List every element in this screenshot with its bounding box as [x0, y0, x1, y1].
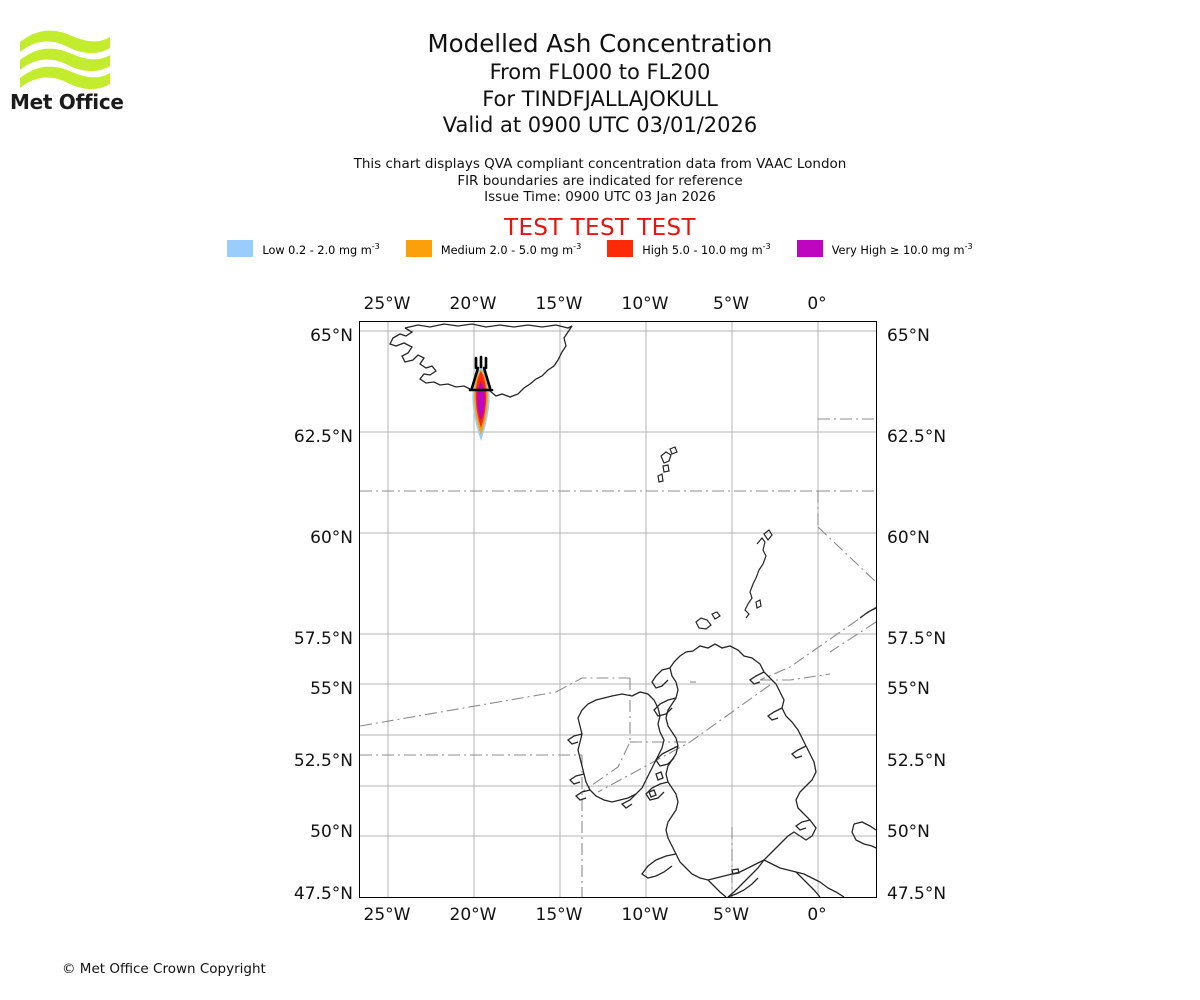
- flight-level-range: From FL000 to FL200: [489, 60, 711, 84]
- ytick-left-7: 47.5°N: [293, 884, 353, 904]
- copyright-notice: © Met Office Crown Copyright: [62, 961, 266, 977]
- ytick-left-6: 50°N: [310, 822, 353, 842]
- legend-swatch-medium: [405, 240, 432, 257]
- met-office-logo: [10, 26, 130, 114]
- map-panel: 25°W 20°W 15°W 10°W 5°W 0° 25°W 20°W 15°…: [294, 294, 946, 925]
- xtick-top-0: 25°W: [363, 294, 411, 314]
- ytick-left-1: 62.5°N: [293, 427, 353, 447]
- valid-time: Valid at 0900 UTC 03/01/2026: [442, 113, 758, 137]
- xtick-bottom-0: 25°W: [363, 905, 411, 925]
- coastline-france: [707, 859, 845, 897]
- ytick-left-5: 52.5°N: [293, 751, 353, 771]
- xtick-top-5: 0°: [807, 294, 827, 314]
- fir-boundaries: [360, 418, 876, 897]
- legend-label-medium: Medium 2.0 - 5.0 mg m-3: [440, 240, 582, 257]
- ytick-left-2: 60°N: [310, 528, 353, 548]
- legend-label-low: Low 0.2 - 2.0 mg m-3: [262, 240, 380, 257]
- issue-time: Issue Time: 0900 UTC 03 Jan 2026: [484, 189, 716, 205]
- title-block: Modelled Ash Concentration From FL000 to…: [0, 28, 1200, 139]
- map-canvas: [360, 322, 876, 897]
- ytick-right-0: 65°N: [887, 326, 930, 346]
- volcano-symbol: [468, 355, 494, 392]
- ytick-right-6: 50°N: [887, 822, 930, 842]
- coastline-shetland: [695, 529, 773, 630]
- met-office-wordmark: Met Office: [10, 90, 124, 114]
- graticule: [360, 322, 876, 897]
- coastline-great-britain: [641, 643, 817, 881]
- coastline-iceland: [389, 323, 573, 398]
- legend-item-high: High 5.0 - 10.0 mg m-3: [607, 240, 771, 257]
- note-fir: FIR boundaries are indicated for referen…: [457, 172, 743, 189]
- ytick-right-4: 55°N: [887, 679, 930, 699]
- legend-swatch-high: [607, 240, 634, 257]
- xtick-top-3: 10°W: [621, 294, 669, 314]
- legend-item-low: Low 0.2 - 2.0 mg m-3: [227, 240, 380, 257]
- map-frame: [359, 321, 877, 898]
- ytick-left-0: 65°N: [310, 326, 353, 346]
- coastline-ireland: [566, 691, 665, 809]
- ytick-left-3: 57.5°N: [293, 629, 353, 649]
- note-qva: This chart displays QVA compliant concen…: [353, 156, 847, 172]
- ytick-right-1: 62.5°N: [887, 427, 947, 447]
- page-title: Modelled Ash Concentration: [427, 29, 773, 58]
- coastline-continent: [851, 607, 876, 849]
- notes-block: This chart displays QVA compliant concen…: [0, 156, 1200, 206]
- legend-item-very-high: Very High ≥ 10.0 mg m-3: [796, 240, 973, 257]
- xtick-top-4: 5°W: [712, 294, 750, 314]
- coastline-faroe: [657, 446, 678, 483]
- legend-swatch-low: [227, 240, 254, 257]
- xtick-top-1: 20°W: [449, 294, 497, 314]
- xtick-bottom-5: 0°: [807, 905, 827, 925]
- ytick-right-7: 47.5°N: [887, 884, 947, 904]
- legend-label-high: High 5.0 - 10.0 mg m-3: [642, 240, 771, 257]
- ash-plume: [472, 367, 490, 441]
- xtick-bottom-2: 15°W: [535, 905, 583, 925]
- legend-swatch-very-high: [796, 240, 823, 257]
- xtick-bottom-3: 10°W: [621, 905, 669, 925]
- ytick-right-2: 60°N: [887, 528, 930, 548]
- concentration-legend: Low 0.2 - 2.0 mg m-3 Medium 2.0 - 5.0 mg…: [0, 240, 1200, 257]
- ytick-right-5: 52.5°N: [887, 751, 947, 771]
- legend-label-very-high: Very High ≥ 10.0 mg m-3: [831, 240, 973, 257]
- xtick-bottom-1: 20°W: [449, 905, 497, 925]
- volcano-name: For TINDFJALLAJOKULL: [482, 86, 718, 111]
- xtick-bottom-4: 5°W: [712, 905, 750, 925]
- test-watermark: TEST TEST TEST: [504, 215, 696, 241]
- legend-item-medium: Medium 2.0 - 5.0 mg m-3: [405, 240, 582, 257]
- ytick-right-3: 57.5°N: [887, 629, 947, 649]
- xtick-top-2: 15°W: [535, 294, 583, 314]
- ytick-left-4: 55°N: [310, 679, 353, 699]
